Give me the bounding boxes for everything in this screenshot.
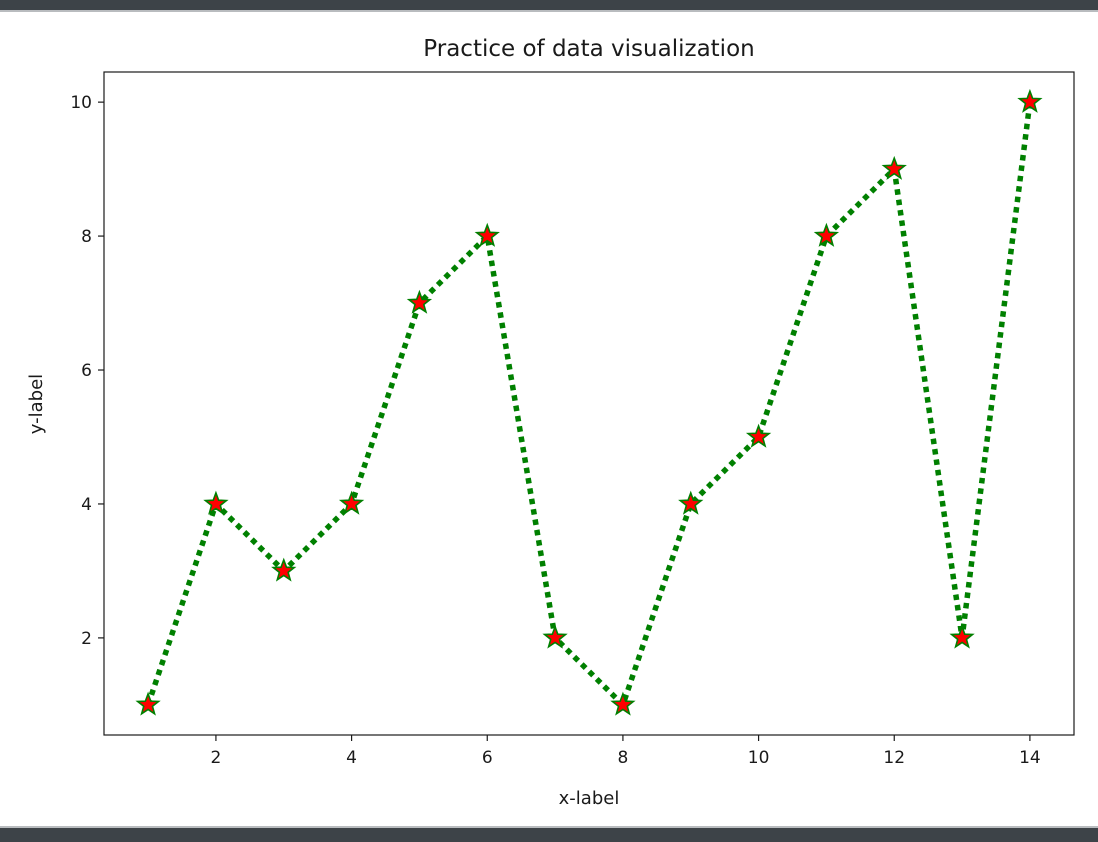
x-tick-label: 6 [482,748,493,768]
y-tick-label: 6 [81,361,92,381]
y-tick-label: 2 [81,629,92,649]
data-point-star [813,222,840,247]
data-point-star [474,222,500,247]
y-tick-label: 10 [70,93,92,113]
data-point-star [949,624,975,649]
data-point-star [881,155,907,180]
window-frame-top [0,0,1098,12]
series-group [135,88,1043,716]
x-tick-label: 4 [346,748,357,768]
x-tick-label: 14 [1019,748,1041,768]
plot-area [103,71,1075,736]
data-point-star [610,691,636,716]
x-tick-label: 2 [211,748,222,768]
chart-title: Practice of data visualization [423,36,754,62]
x-tick-label: 10 [748,748,770,768]
x-tick-label: 8 [618,748,629,768]
data-point-star [745,423,772,448]
y-tick-label: 8 [81,227,92,247]
x-axis-label: x-label [559,788,620,809]
y-axis-label: y-label [26,374,47,434]
data-point-star [203,490,229,515]
data-point-star [542,624,568,649]
data-point-star [271,557,297,582]
data-point-star [338,490,365,515]
y-axis-ticks: 2 4 6 8 10 [70,93,104,649]
y-tick-label: 4 [81,495,92,515]
x-tick-label: 12 [883,748,905,768]
data-point-star [135,691,161,716]
data-point-star [1017,88,1043,113]
x-axis-ticks: 2 4 6 8 10 12 14 [211,735,1041,768]
data-point-star [406,289,433,314]
data-point-star [678,490,704,515]
window-frame-bottom [0,826,1098,842]
